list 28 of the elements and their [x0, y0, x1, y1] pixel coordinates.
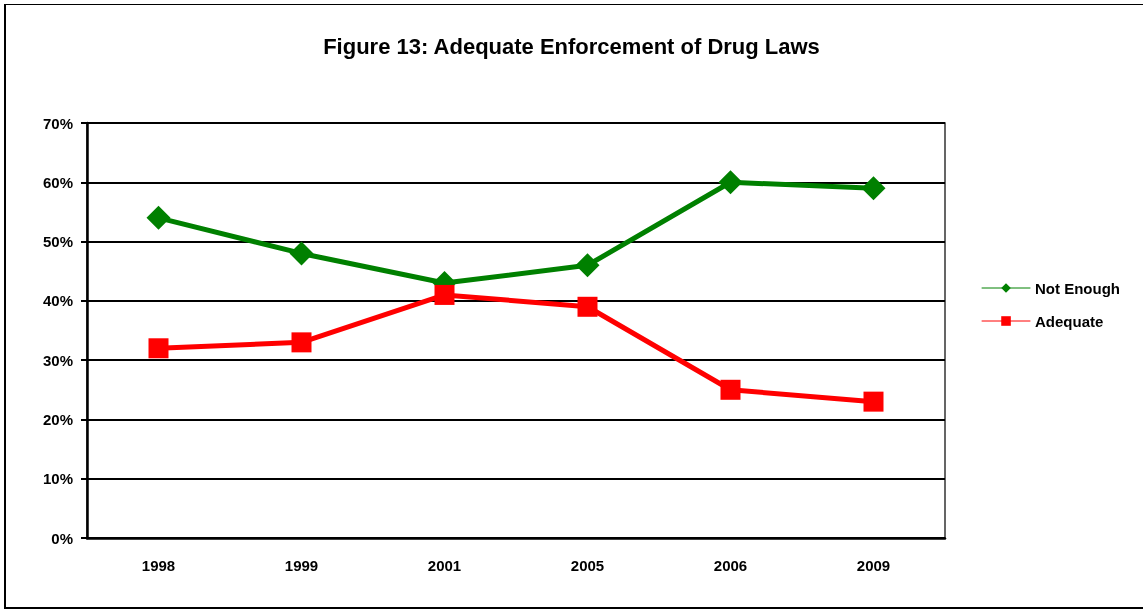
x-tick-label: 2006	[713, 557, 748, 574]
y-tick-label: 0%	[51, 529, 73, 547]
point	[146, 205, 171, 230]
point	[718, 170, 743, 195]
point	[289, 241, 314, 266]
x-tick-label: 2001	[427, 557, 462, 574]
point	[863, 391, 884, 412]
y-tick-label: 30%	[42, 351, 73, 369]
point	[148, 338, 169, 359]
y-tick-label: 40%	[42, 292, 73, 310]
y-tick-label: 50%	[42, 233, 73, 251]
x-tick-label: 2009	[856, 557, 891, 574]
x-tick-label: 1998	[141, 557, 176, 574]
legend-label: Not Enough	[1035, 279, 1121, 297]
point	[861, 176, 886, 201]
chart-title: Figure 13: Adequate Enforcement of Drug Laws	[323, 33, 820, 59]
point	[577, 296, 598, 317]
point	[575, 253, 600, 278]
x-tick-label: 1999	[284, 557, 319, 574]
point	[434, 284, 455, 305]
y-tick-label: 60%	[42, 173, 73, 191]
point	[291, 332, 312, 353]
y-tick-label: 70%	[42, 114, 73, 132]
legend-label: Adequate	[1035, 312, 1104, 330]
point	[720, 379, 741, 400]
y-tick-label: 10%	[42, 470, 73, 488]
x-tick-label: 2005	[570, 557, 605, 574]
y-tick-label: 20%	[42, 410, 73, 428]
